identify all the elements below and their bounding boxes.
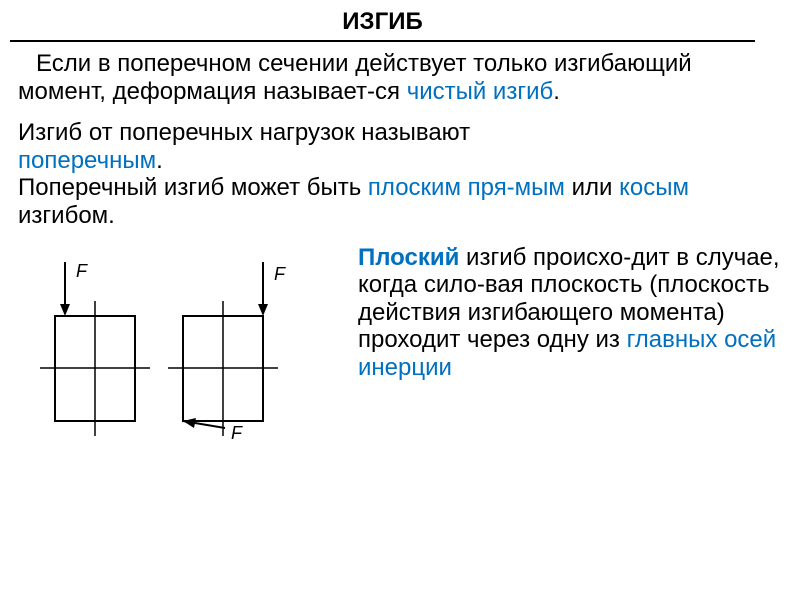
force-label-3: F: [231, 423, 243, 443]
p2-suffix1: .: [156, 147, 163, 174]
p2-mid: или: [565, 174, 619, 201]
lower-section: F F F Плоский изгиб происхо-дит в случае…: [0, 244, 800, 494]
content-area: Если в поперечном сечении действует толь…: [0, 42, 800, 230]
force-label-2: F: [274, 264, 286, 284]
p1-prefix: Если в поперечном сечении действует толь…: [18, 50, 692, 105]
side-hl-flat: Плоский: [358, 244, 459, 271]
p2-hl-transverse: поперечным: [18, 147, 156, 174]
diagram-area: F F F: [18, 244, 328, 494]
paragraph-transverse: Изгиб от поперечных нагрузок называют по…: [18, 119, 782, 229]
force-label-1: F: [76, 261, 88, 281]
p2-hl-flat: плоским пря-мым: [368, 174, 565, 201]
paragraph-pure-bending: Если в поперечном сечении действует толь…: [18, 50, 782, 105]
flat-bending-text: Плоский изгиб происхо-дит в случае, когд…: [358, 244, 782, 382]
p2-hl-oblique: косым: [619, 174, 689, 201]
p2-line1: Изгиб от поперечных нагрузок называют: [18, 119, 470, 146]
p1-suffix: .: [553, 78, 560, 105]
p1-highlight: чистый изгиб: [407, 78, 554, 105]
p2-line3-prefix: Поперечный изгиб может быть: [18, 174, 368, 201]
page-title: ИЗГИБ: [10, 0, 755, 42]
p2-suffix2: изгибом.: [18, 202, 115, 229]
bending-diagram: F F F: [18, 244, 328, 494]
